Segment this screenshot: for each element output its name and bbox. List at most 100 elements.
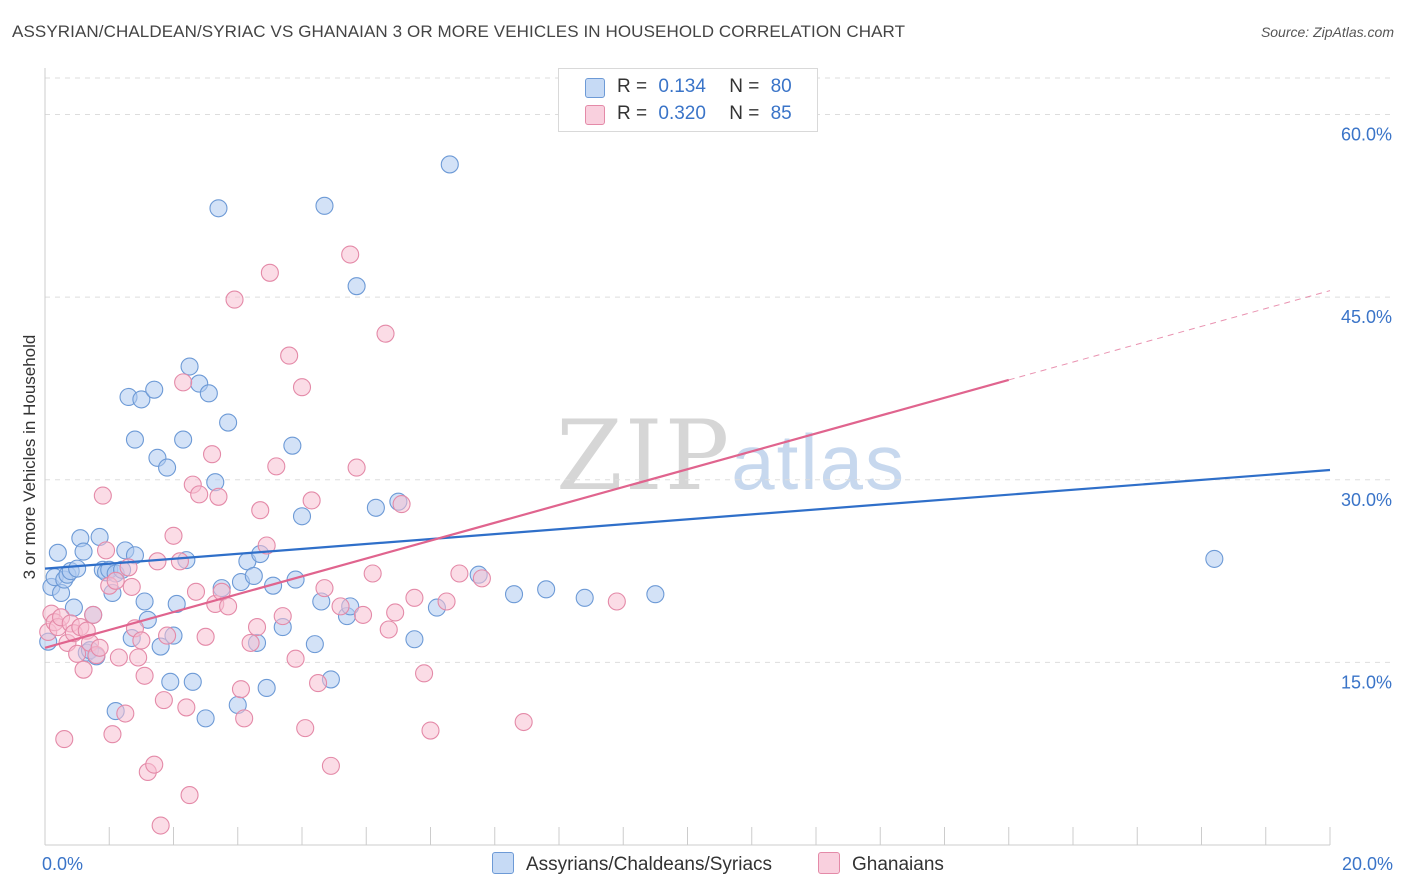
chart-title: ASSYRIAN/CHALDEAN/SYRIAC VS GHANAIAN 3 O… [12,22,906,41]
ghanaian-point [280,346,299,365]
ghanaian-point [122,577,141,596]
ghanaian-point [225,290,244,309]
y-tick-label: 60.0% [1341,125,1392,145]
ghanaian-point [309,674,328,693]
assyrian-point [48,543,67,562]
assyrian-point [209,199,228,218]
assyrian-point [183,672,202,691]
assyrian-point [196,709,215,728]
y-tick-label: 30.0% [1341,490,1392,510]
ghanaian-point [103,725,122,744]
assyrian-point [257,678,276,697]
assyrian-point [366,498,385,517]
ghanaian-point [241,633,260,652]
ghanaian-point [379,620,398,639]
ghanaian-point [170,552,189,571]
n-label: N = [729,103,760,124]
assyrian-point [199,384,218,403]
ghanaian-point [135,666,154,685]
ghanaian-point [347,458,366,477]
ghanaian-point [331,597,350,616]
ghanaian-point [90,638,109,657]
assyrian-point [1205,549,1224,568]
assyrian-point [180,357,199,376]
assyrian-point [575,588,594,607]
assyrian-point [219,413,238,432]
assyrian-point [158,458,177,477]
ghanaian-point [186,582,206,601]
assyrian-point [283,436,302,455]
ghanaian-point [158,626,177,645]
ghanaian-point [93,486,112,505]
ghanaian-point [106,571,125,590]
assyrian-point [135,592,154,611]
assyrian-swatch [585,78,605,98]
ghanaian-point [219,597,238,616]
ghanaian-trend-extension [1008,290,1331,381]
y-tick-label: 45.0% [1341,307,1392,327]
y-tick-label: 15.0% [1341,672,1392,692]
r-label: R = [617,103,648,124]
ghanaian-point [196,627,215,646]
ghanaian-point [154,691,173,710]
ghanaian-point [145,755,164,774]
ghanaian-point [273,607,292,626]
ghanaian-point [96,541,116,560]
ghanaian-point [129,648,148,667]
ghanaian-point [55,730,74,749]
ghanaian-point [392,495,411,514]
ghanaian-point [514,712,533,732]
ghanaian-point [251,501,270,520]
ghanaian-point [180,786,199,805]
r-label: R = [617,76,648,97]
ghanaian-point [235,709,254,728]
assyrian-point [504,585,524,604]
ghanaian-point [421,721,440,740]
ghanaian-point [74,660,93,679]
ghanaian-swatch [585,105,605,125]
ghanaian-point [296,719,315,738]
ghanaian-point [68,644,87,663]
n-value-ghanaian: 85 [770,103,792,124]
assyrian-point [292,507,312,526]
ghanaian-point [84,605,103,624]
ghanaian-point [386,603,405,622]
assyrian-point [125,430,144,449]
assyrian-legend-swatch [492,852,514,874]
ghanaian-point [109,648,128,667]
ghanaian-point [164,526,183,545]
ghanaian-point [353,605,373,624]
assyrian-point [537,580,556,599]
ghanaian-point [437,592,456,611]
assyrian-point [167,594,186,613]
ghanaian-point [405,588,424,607]
source-credit: Source: ZipAtlas.com [1260,24,1394,40]
ghanaian-point [450,564,469,583]
ghanaian-point [363,564,382,583]
ghanaian-point [190,485,209,504]
r-value-ghanaian: 0.320 [658,103,706,124]
n-value-assyrian: 80 [770,76,792,97]
ghanaian-point [177,698,196,717]
assyrian-point [145,380,164,399]
ghanaian-point [260,263,279,282]
ghanaian-point [203,445,222,464]
assyrian-point [68,559,87,578]
ghanaian-point [209,487,228,506]
assyrian-point [315,196,334,215]
assyrian-point [174,430,193,449]
assyrian-point [161,672,180,691]
stats-legend: R = 0.134 N = 80 R = 0.320 N = 85 [558,68,818,132]
ghanaian-point [132,631,151,650]
r-value-assyrian: 0.134 [658,76,706,97]
assyrian-point [244,566,263,585]
ghanaian-legend-label: Ghanaians [852,854,944,875]
ghanaian-point [376,324,395,343]
watermark-zip: ZIP [556,400,732,512]
ghanaian-point [257,536,276,555]
x-tick-label: 0.0% [42,854,83,874]
x-tick-label: 20.0% [1342,854,1393,874]
watermark: ZIPatlas [556,400,906,512]
assyrian-trend-line [44,468,1331,570]
ghanaian-point [315,579,334,598]
